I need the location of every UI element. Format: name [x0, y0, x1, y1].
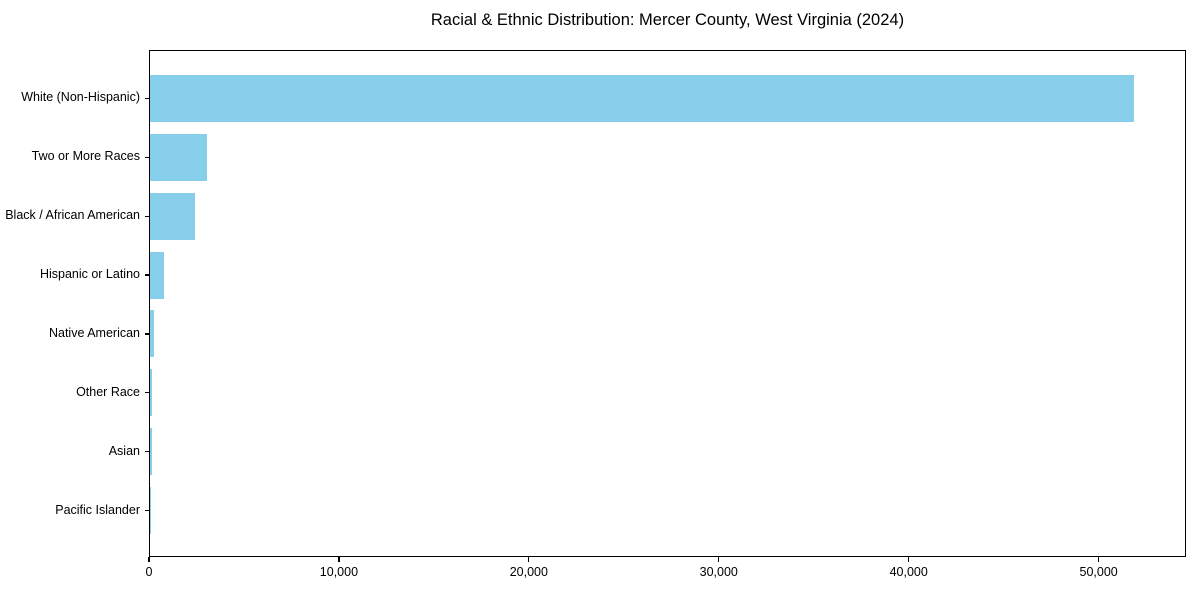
chart-title: Racial & Ethnic Distribution: Mercer Cou… — [430, 11, 905, 29]
x-tick-0 — [148, 557, 150, 562]
y-tick-asian — [145, 451, 150, 453]
y-tick-white-non-hispanic — [145, 97, 150, 100]
y-tick-other-race — [145, 392, 150, 394]
x-tick-20000 — [528, 557, 530, 562]
y-label-other-race: Other Race — [76, 384, 140, 399]
bar-other-race — [150, 369, 153, 417]
y-tick-native-american — [145, 333, 150, 335]
bar-two-or-more-races — [150, 133, 207, 181]
y-label-two-or-more-races: Two or More Races — [31, 149, 140, 164]
y-label-pacific-islander: Pacific Islander — [55, 502, 140, 517]
y-label-native-american: Native American — [48, 325, 140, 340]
y-label-white-non-hispanic: White (Non-Hispanic) — [21, 90, 140, 105]
bar-black-african-american — [150, 192, 196, 240]
x-tick-label-0: 0 — [145, 565, 153, 579]
bar-hispanic-or-latino — [150, 251, 165, 299]
x-tick-30000 — [718, 557, 720, 562]
y-tick-black-african-american — [145, 215, 150, 217]
x-tick-50000 — [1098, 557, 1100, 562]
y-label-black-african-american: Black / African American — [5, 208, 140, 223]
bar-native-american — [150, 310, 154, 358]
y-label-hispanic-or-latino: Hispanic or Latino — [39, 267, 140, 282]
plot-area — [145, 50, 1186, 557]
y-tick-two-or-more-races — [145, 156, 150, 158]
y-tick-hispanic-or-latino — [145, 274, 150, 276]
x-tick-label-50000: 50,000 — [1079, 565, 1118, 579]
y-label-asian: Asian — [108, 443, 140, 458]
x-tick-label-10000: 10,000 — [319, 565, 359, 579]
x-axis: 0 10,000 20,000 30,000 40,000 50,000 — [145, 557, 1186, 587]
y-axis-labels: White (Non-Hispanic) Two or More Races Bla… — [0, 50, 140, 557]
x-tick-40000 — [908, 557, 910, 562]
y-tick-pacific-islander — [145, 509, 150, 512]
bar-asian — [150, 428, 152, 476]
x-tick-10000 — [338, 557, 340, 562]
x-tick-label-20000: 20,000 — [509, 565, 548, 579]
x-tick-label-40000: 40,000 — [889, 565, 928, 579]
bar-white-non-hispanic — [150, 74, 1134, 122]
x-tick-label-30000: 30,000 — [699, 565, 738, 579]
